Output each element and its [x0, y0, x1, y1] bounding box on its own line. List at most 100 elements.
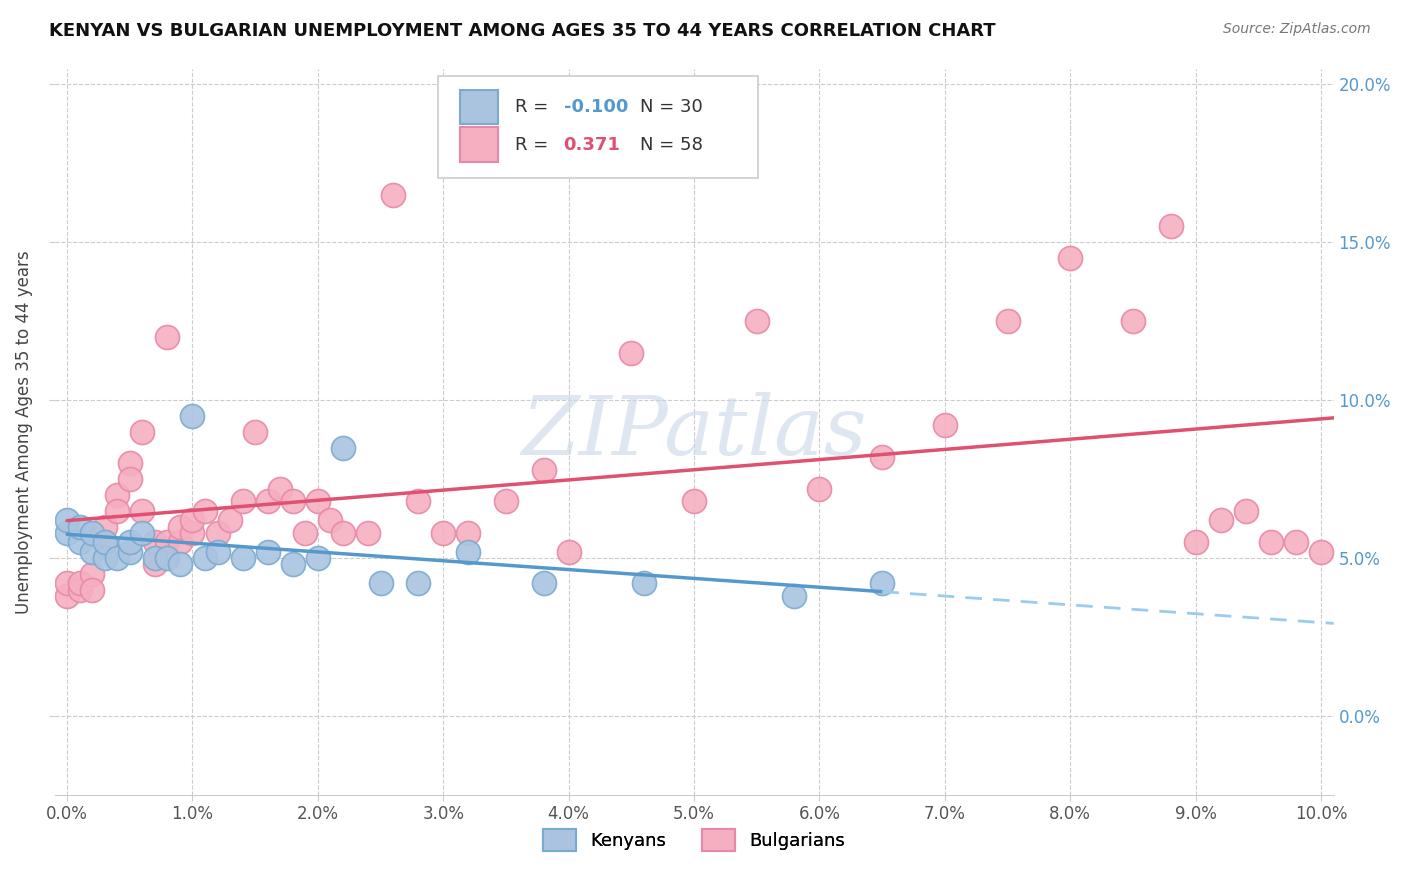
- Point: [82, 582, 104, 597]
- Point: [633, 576, 655, 591]
- Point: [1209, 513, 1232, 527]
- Point: [533, 576, 555, 591]
- Point: [194, 551, 217, 566]
- Point: [118, 535, 141, 549]
- Point: [156, 551, 179, 566]
- Point: [1285, 535, 1308, 549]
- Point: [870, 576, 893, 591]
- Text: KENYAN VS BULGARIAN UNEMPLOYMENT AMONG AGES 35 TO 44 YEARS CORRELATION CHART: KENYAN VS BULGARIAN UNEMPLOYMENT AMONG A…: [49, 22, 995, 40]
- Point: [156, 535, 179, 549]
- Point: [457, 525, 479, 540]
- Point: [557, 545, 579, 559]
- Text: N = 30: N = 30: [640, 98, 703, 116]
- Point: [118, 545, 141, 559]
- Point: [232, 494, 254, 508]
- Point: [406, 576, 429, 591]
- Point: [69, 582, 91, 597]
- Point: [118, 472, 141, 486]
- Point: [56, 576, 79, 591]
- Point: [495, 494, 517, 508]
- Point: [181, 525, 204, 540]
- Point: [1122, 314, 1144, 328]
- Point: [169, 558, 191, 572]
- Point: [269, 482, 291, 496]
- Point: [93, 535, 115, 549]
- Point: [69, 535, 91, 549]
- Point: [105, 551, 128, 566]
- Text: Source: ZipAtlas.com: Source: ZipAtlas.com: [1223, 22, 1371, 37]
- Point: [332, 525, 354, 540]
- Point: [82, 545, 104, 559]
- Point: [143, 551, 166, 566]
- Point: [69, 576, 91, 591]
- Point: [808, 482, 831, 496]
- Text: N = 58: N = 58: [640, 136, 703, 153]
- Legend: Kenyans, Bulgarians: Kenyans, Bulgarians: [536, 822, 852, 859]
- Point: [1310, 545, 1333, 559]
- Point: [105, 504, 128, 518]
- Point: [194, 504, 217, 518]
- Point: [143, 535, 166, 549]
- Point: [219, 513, 242, 527]
- Point: [82, 566, 104, 581]
- Point: [82, 525, 104, 540]
- Point: [118, 456, 141, 470]
- Text: 0.371: 0.371: [564, 136, 620, 153]
- Point: [457, 545, 479, 559]
- Point: [131, 525, 153, 540]
- Point: [370, 576, 392, 591]
- Text: -0.100: -0.100: [564, 98, 628, 116]
- Point: [1234, 504, 1257, 518]
- Point: [93, 535, 115, 549]
- Point: [281, 494, 304, 508]
- Text: R =: R =: [515, 136, 560, 153]
- Point: [294, 525, 316, 540]
- Point: [181, 409, 204, 423]
- Text: ZIPatlas: ZIPatlas: [522, 392, 868, 472]
- Point: [357, 525, 380, 540]
- Point: [181, 513, 204, 527]
- Point: [307, 551, 329, 566]
- Point: [69, 519, 91, 533]
- Point: [131, 425, 153, 439]
- Point: [232, 551, 254, 566]
- Point: [56, 525, 79, 540]
- Text: R =: R =: [515, 98, 554, 116]
- Point: [332, 441, 354, 455]
- Point: [156, 330, 179, 344]
- Point: [281, 558, 304, 572]
- Point: [533, 463, 555, 477]
- Point: [1260, 535, 1282, 549]
- Point: [783, 589, 806, 603]
- Point: [745, 314, 768, 328]
- Point: [1160, 219, 1182, 234]
- Point: [207, 525, 229, 540]
- FancyBboxPatch shape: [439, 76, 758, 178]
- Point: [143, 558, 166, 572]
- Point: [93, 551, 115, 566]
- Point: [307, 494, 329, 508]
- Point: [131, 504, 153, 518]
- Point: [870, 450, 893, 464]
- Point: [256, 494, 278, 508]
- FancyBboxPatch shape: [460, 89, 498, 125]
- Point: [169, 535, 191, 549]
- Point: [56, 513, 79, 527]
- Point: [382, 187, 405, 202]
- Point: [169, 519, 191, 533]
- Point: [256, 545, 278, 559]
- Point: [432, 525, 454, 540]
- Point: [683, 494, 706, 508]
- Point: [56, 589, 79, 603]
- Point: [105, 488, 128, 502]
- Point: [207, 545, 229, 559]
- Y-axis label: Unemployment Among Ages 35 to 44 years: Unemployment Among Ages 35 to 44 years: [15, 250, 32, 614]
- Point: [620, 346, 643, 360]
- Point: [934, 418, 956, 433]
- Point: [1184, 535, 1206, 549]
- FancyBboxPatch shape: [460, 128, 498, 162]
- Point: [406, 494, 429, 508]
- Point: [997, 314, 1019, 328]
- Point: [319, 513, 342, 527]
- Point: [243, 425, 266, 439]
